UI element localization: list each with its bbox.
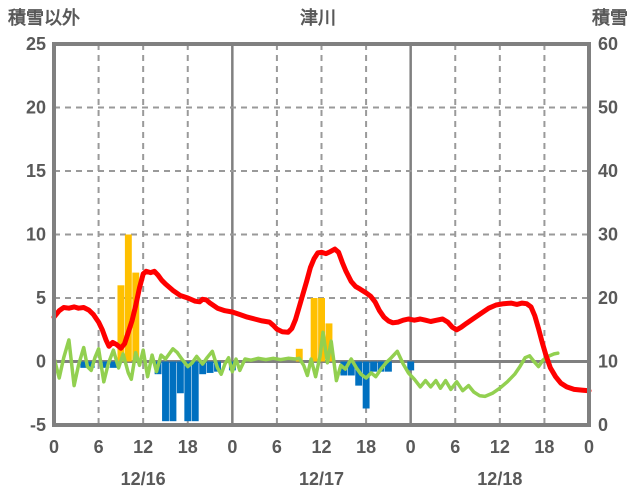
precip-bar [124,234,132,362]
right-axis-tick: 30 [598,225,618,245]
plot-frame [52,42,591,427]
x-axis-hour-tick: 0 [584,437,594,457]
precip-bar [310,298,318,362]
left-axis-tick: 5 [36,288,46,308]
x-axis-hour-tick: 0 [227,437,237,457]
precip-bar [117,285,125,362]
x-axis-hour-tick: 12 [490,437,510,457]
right-axis-tick: 0 [598,415,608,435]
chart-title: 津川 [300,8,336,28]
left-axis-tick: -5 [30,415,46,435]
negative-bar [102,361,110,368]
left-axis-title: 積雪以外 [8,8,80,28]
x-axis-hour-tick: 12 [311,437,331,457]
negative-bar [199,361,207,375]
negative-bar [347,361,355,376]
negative-bar [370,361,378,372]
negative-bar [384,361,392,372]
left-axis-tick: 15 [26,161,46,181]
negative-bar [184,361,192,422]
x-axis-hour-tick: 6 [272,437,282,457]
x-axis-hour-tick: 0 [49,437,59,457]
negative-bar [362,361,370,409]
left-axis-tick: 0 [36,352,46,372]
precip-bar [132,272,140,362]
negative-bar [176,361,184,394]
right-axis-tick: 20 [598,288,618,308]
x-axis-hour-tick: 18 [356,437,376,457]
x-axis-date-label: 12/18 [477,469,522,489]
negative-bar [169,361,177,422]
negative-bar [407,361,415,371]
x-axis-date-label: 12/16 [121,469,166,489]
x-axis-date-label: 12/17 [299,469,344,489]
x-axis-hour-tick: 18 [178,437,198,457]
negative-bar [110,361,117,368]
x-axis-hour-tick: 6 [94,437,104,457]
precip-bar [295,348,303,362]
x-axis-hour-tick: 6 [450,437,460,457]
right-axis-tick: 50 [598,98,618,118]
red-line [51,246,592,394]
negative-bar [206,361,214,373]
negative-bar [162,361,169,422]
x-axis-hour-tick: 18 [534,437,554,457]
negative-bar [80,361,88,368]
left-axis-tick: 10 [26,225,46,245]
right-axis-tick: 60 [598,34,618,54]
precip-bar [318,298,325,362]
right-axis-title: 積雪 [592,8,628,28]
right-axis-tick: 40 [598,161,618,181]
precip-bar [325,323,333,362]
negative-bar [191,361,199,422]
left-axis-tick: 20 [26,98,46,118]
left-axis-tick: 25 [26,34,46,54]
green-line [52,330,560,399]
x-axis-hour-tick: 0 [406,437,416,457]
x-axis-hour-tick: 12 [133,437,153,457]
right-axis-tick: 10 [598,352,618,372]
